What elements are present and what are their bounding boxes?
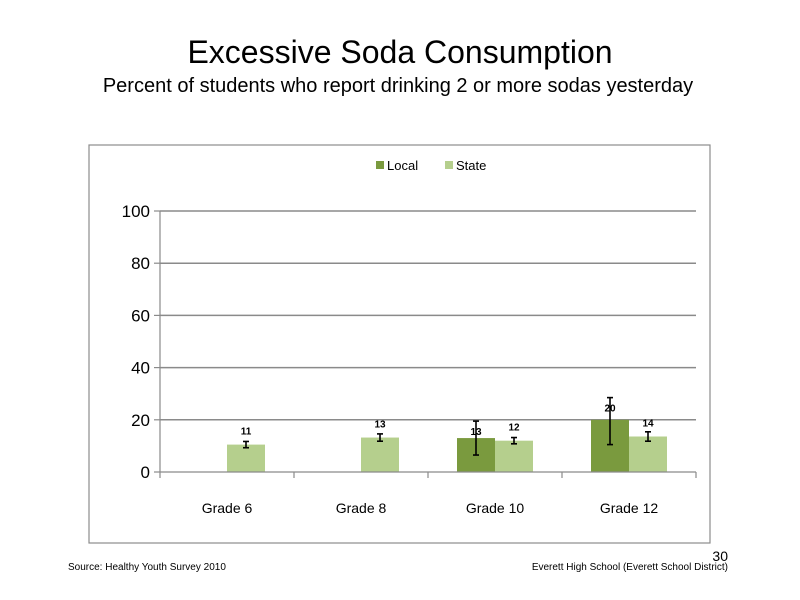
source-note: Source: Healthy Youth Survey 2010 (68, 562, 226, 573)
legend-swatch-state (445, 161, 453, 169)
y-tick-label-40: 40 (131, 359, 150, 378)
x-tick-label-grade-10: Grade 10 (466, 500, 525, 516)
y-tick-label-60: 60 (131, 306, 150, 325)
data-label-local-4: 20 (604, 404, 616, 415)
legend-label-local: Local (387, 158, 418, 173)
school-name: Everett High School (Everett School Dist… (531, 562, 728, 573)
y-tick-label-20: 20 (131, 411, 150, 430)
bar-state-4 (629, 436, 667, 472)
data-label-state-1: 11 (241, 427, 252, 438)
bar-state-2 (361, 437, 399, 472)
chart-title: Excessive Soda Consumption (187, 34, 613, 70)
page-number: 30 (712, 548, 728, 564)
data-label-state-4: 14 (642, 419, 654, 430)
bars (227, 419, 667, 472)
data-label-state-2: 13 (374, 420, 386, 431)
axes: 0 20 40 60 80 100 Grade 6 Grade 8 Grade 10 Grade … (122, 202, 697, 516)
chart-frame (88, 144, 711, 544)
x-tick-label-grade-12: Grade 12 (600, 500, 659, 516)
y-tick-label-0: 0 (141, 463, 150, 482)
error-bars (243, 396, 651, 456)
x-tick-label-grade-8: Grade 8 (336, 500, 387, 516)
legend-swatch-local (376, 161, 384, 169)
data-labels: 13 20 11 13 12 14 (241, 404, 654, 438)
x-tick-label-grade-6: Grade 6 (202, 500, 253, 516)
bar-state-1 (227, 444, 265, 472)
chart-subtitle: Percent of students who report drinking … (102, 75, 694, 97)
legend: Local State (376, 158, 486, 173)
y-tick-label-100: 100 (122, 202, 150, 221)
legend-label-state: State (456, 158, 486, 173)
data-label-local-3: 13 (470, 427, 482, 438)
y-tick-label-80: 80 (131, 254, 150, 273)
gridlines (160, 210, 696, 421)
bar-state-3 (495, 440, 533, 472)
data-label-state-3: 12 (508, 423, 520, 434)
